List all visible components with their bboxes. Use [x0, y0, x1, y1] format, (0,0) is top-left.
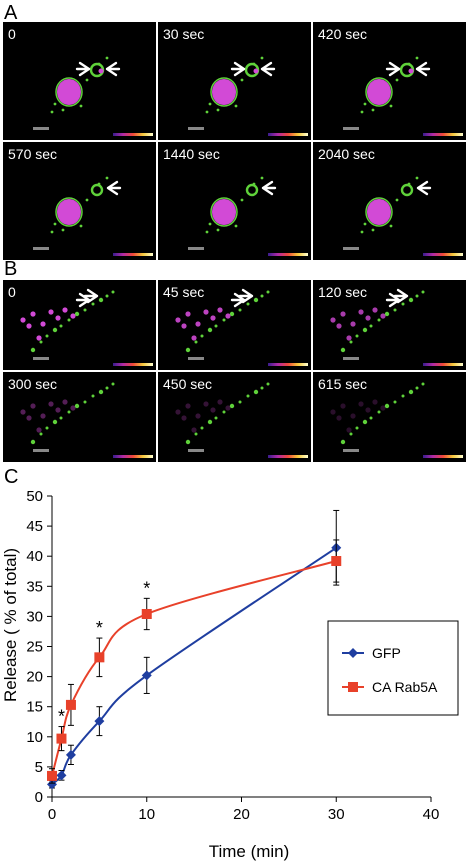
significance-marker: *: [58, 707, 65, 727]
significance-marker: *: [143, 578, 150, 598]
y-tick-label: 20: [26, 669, 43, 686]
data-point: [141, 670, 152, 681]
data-point: [65, 749, 76, 760]
frames-a-1: 0: [3, 22, 156, 140]
color-scale-bar: [268, 363, 308, 366]
scale-bar: [343, 449, 359, 452]
series-gfp: [47, 509, 342, 790]
color-scale-bar: [423, 455, 463, 458]
frames-a-5: 1440 sec: [158, 142, 311, 260]
series-line: [51, 560, 337, 777]
frame-time-label: 450 sec: [163, 376, 213, 392]
y-axis-label: Release ( % of total): [1, 548, 20, 702]
y-tick-label: 5: [35, 759, 43, 776]
panel-b-image-grid: 0 45 sec 120 sec 300 sec 450 sec 615 sec: [3, 280, 466, 462]
series-line: [51, 546, 337, 786]
release-chart: 0 5 10 15 20 25 30 35 40 45 50 0 10 20 30 40 * * * Time (…: [1, 488, 459, 861]
frame-time-label: 300 sec: [8, 376, 58, 392]
chart-axes: 0 5 10 15 20 25 30 35 40 45 50 0 10 20 30 40: [26, 488, 439, 823]
data-point: [141, 608, 152, 619]
frame-time-label: 0: [8, 284, 16, 300]
frame-time-label: 570 sec: [8, 146, 58, 162]
frames-b-4: 300 sec: [3, 372, 156, 462]
data-point: [56, 770, 67, 781]
scale-bar: [33, 247, 49, 250]
frames-b-6: 615 sec: [313, 372, 466, 462]
chart-series: [47, 509, 342, 790]
scale-bar: [343, 357, 359, 360]
panel-label-b: B: [4, 258, 18, 280]
color-scale-bar: [423, 133, 463, 136]
frames-b-3: 120 sec: [313, 280, 466, 370]
scale-bar: [188, 127, 204, 130]
x-tick-label: 30: [328, 806, 345, 823]
data-point: [56, 733, 67, 744]
panel-a-image-grid: 0 30 sec 420 sec 570 sec 1440 sec 2040 sec: [3, 22, 466, 260]
color-scale-bar: [268, 455, 308, 458]
frames-a-4: 570 sec: [3, 142, 156, 260]
scale-bar: [343, 127, 359, 130]
x-tick-label: 40: [423, 806, 440, 823]
frame-time-label: 1440 sec: [163, 146, 220, 162]
frame-time-label: 120 sec: [318, 284, 368, 300]
y-tick-label: 10: [26, 729, 43, 746]
y-tick-label: 25: [26, 639, 43, 656]
chart-annotations: * * *: [58, 578, 150, 726]
legend: GFP CA Rab5A: [327, 620, 459, 716]
scale-bar: [188, 449, 204, 452]
data-point: [47, 770, 57, 781]
scale-bar: [188, 357, 204, 360]
y-tick-label: 30: [26, 608, 43, 625]
y-tick-label: 15: [26, 699, 43, 716]
x-axis-label: Time (min): [209, 842, 290, 861]
frame-time-label: 420 sec: [318, 26, 368, 42]
x-tick-label: 0: [48, 806, 56, 823]
significance-marker: *: [96, 618, 103, 638]
data-point: [94, 716, 105, 727]
color-scale-bar: [423, 253, 463, 256]
color-scale-bar: [113, 253, 153, 256]
scale-bar: [343, 247, 359, 250]
legend-ca-rab5a-marker: [348, 682, 358, 692]
y-tick-label: 50: [26, 488, 43, 505]
y-tick-label: 0: [35, 789, 43, 806]
frames-b-5: 450 sec: [158, 372, 311, 462]
color-scale-bar: [113, 455, 153, 458]
data-point: [331, 556, 342, 567]
frames-a-2: 30 sec: [158, 22, 311, 140]
color-scale-bar: [113, 133, 153, 136]
frames-a-6: 2040 sec: [313, 142, 466, 260]
panel-label-c: C: [4, 466, 19, 488]
data-point: [94, 652, 105, 663]
frame-time-label: 2040 sec: [318, 146, 375, 162]
scale-bar: [33, 357, 49, 360]
frame-time-label: 615 sec: [318, 376, 368, 392]
y-tick-label: 35: [26, 578, 43, 595]
scale-bar: [188, 247, 204, 250]
panel-label-a: A: [4, 2, 18, 24]
color-scale-bar: [268, 253, 308, 256]
legend-gfp-label: GFP: [372, 645, 401, 661]
data-point: [47, 779, 57, 790]
series-ca-rab5a: [47, 539, 342, 784]
legend-ca-rab5a-label: CA Rab5A: [372, 679, 438, 695]
x-tick-label: 20: [233, 806, 250, 823]
color-scale-bar: [423, 363, 463, 366]
color-scale-bar: [268, 133, 308, 136]
scale-bar: [33, 127, 49, 130]
y-tick-label: 45: [26, 518, 43, 535]
color-scale-bar: [113, 363, 153, 366]
x-tick-label: 10: [138, 806, 155, 823]
data-point: [65, 699, 76, 710]
legend-gfp-marker: [348, 648, 358, 658]
frame-time-label: 0: [8, 26, 16, 42]
frames-a-3: 420 sec: [313, 22, 466, 140]
scale-bar: [33, 449, 49, 452]
frames-b-1: 0: [3, 280, 156, 370]
frame-time-label: 45 sec: [163, 284, 205, 300]
y-tick-label: 40: [26, 548, 43, 565]
frame-time-label: 30 sec: [163, 26, 205, 42]
frames-b-2: 45 sec: [158, 280, 311, 370]
